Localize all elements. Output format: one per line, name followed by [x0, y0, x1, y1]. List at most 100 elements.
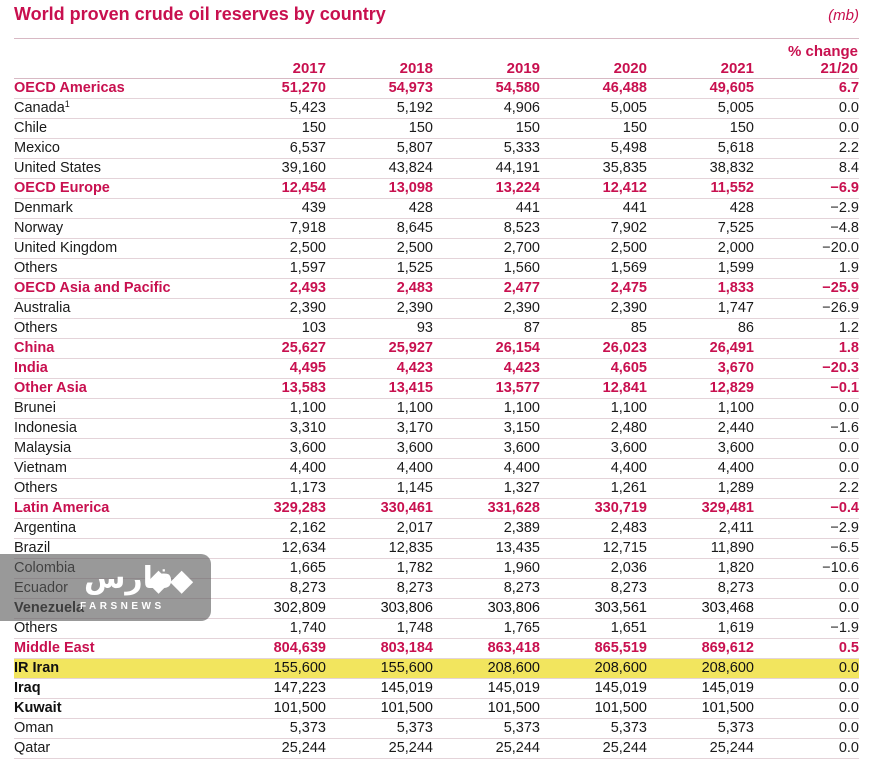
- value-cell: 1,597: [219, 258, 326, 279]
- value-cell: 1,289: [647, 478, 754, 499]
- value-cell: 25,244: [647, 738, 754, 759]
- value-cell: 302,809: [219, 598, 326, 619]
- value-cell: 4,423: [326, 358, 433, 379]
- value-cell: 25,244: [433, 738, 540, 759]
- value-cell: 54,580: [433, 78, 540, 99]
- value-cell: 2,390: [326, 298, 433, 319]
- value-cell: 2,390: [219, 298, 326, 319]
- value-cell: 12,412: [540, 178, 647, 199]
- row-label: Malaysia: [14, 438, 219, 459]
- country-row: Indonesia 3,310 3,170 3,150 2,480 2,440 −1.6: [14, 418, 859, 439]
- country-row: United Kingdom 2,500 2,500 2,700 2,500 2,000−…: [14, 238, 859, 259]
- value-cell: 303,806: [433, 598, 540, 619]
- row-label: Others: [14, 258, 219, 279]
- value-cell: 2,036: [540, 558, 647, 579]
- value-cell: 26,491: [647, 338, 754, 359]
- value-cell: 12,835: [326, 538, 433, 559]
- value-cell: 1,560: [433, 258, 540, 279]
- row-label: Canada1: [14, 98, 219, 119]
- row-name: Denmark: [14, 200, 73, 216]
- table-title: World proven crude oil reserves by count…: [14, 4, 386, 24]
- column-header: 2019: [433, 40, 540, 79]
- row-name: IR Iran: [14, 660, 60, 676]
- value-cell: 330,461: [326, 498, 433, 519]
- value-cell: 49,605: [647, 78, 754, 99]
- value-cell: 1,960: [433, 558, 540, 579]
- pct-change-cell: 0.0: [754, 458, 859, 479]
- value-cell: 13,224: [433, 178, 540, 199]
- value-cell: 87: [433, 318, 540, 339]
- reserves-table: 2017 2018 2019 2020 2021 % change 21/20 …: [14, 40, 859, 759]
- pct-change-cell: 0.0: [754, 718, 859, 739]
- value-cell: 441: [540, 198, 647, 219]
- row-name: United States: [14, 160, 102, 176]
- row-name: United Kingdom: [14, 240, 118, 256]
- value-cell: 8,645: [326, 218, 433, 239]
- value-cell: 25,244: [540, 738, 647, 759]
- value-cell: 1,833: [647, 278, 754, 299]
- value-cell: 155,600: [326, 658, 433, 679]
- pct-change-cell: −6.5: [754, 538, 859, 559]
- value-cell: 3,310: [219, 418, 326, 439]
- value-cell: 804,639: [219, 638, 326, 659]
- row-label: Latin America: [14, 498, 219, 519]
- pct-change-cell: 6.7: [754, 78, 859, 99]
- value-cell: 101,500: [326, 698, 433, 719]
- column-header: 2020: [540, 40, 647, 79]
- value-cell: 3,670: [647, 358, 754, 379]
- pct-change-cell: −1.6: [754, 418, 859, 439]
- value-cell: 93: [326, 318, 433, 339]
- value-cell: 2,500: [219, 238, 326, 259]
- country-row: Mexico 6,537 5,807 5,333 5,498 5,618 2.2: [14, 138, 859, 159]
- value-cell: 4,400: [326, 458, 433, 479]
- value-cell: 2,390: [433, 298, 540, 319]
- pct-change-cell: −1.9: [754, 618, 859, 639]
- value-cell: 2,500: [540, 238, 647, 259]
- value-cell: 12,634: [219, 538, 326, 559]
- value-cell: 13,415: [326, 378, 433, 399]
- pct-change-cell: 1.9: [754, 258, 859, 279]
- value-cell: 46,488: [540, 78, 647, 99]
- value-cell: 5,192: [326, 98, 433, 119]
- value-cell: 5,373: [647, 718, 754, 739]
- value-cell: 26,154: [433, 338, 540, 359]
- row-label: Chile: [14, 118, 219, 139]
- value-cell: 12,715: [540, 538, 647, 559]
- value-cell: 13,435: [433, 538, 540, 559]
- value-cell: 54,973: [326, 78, 433, 99]
- value-cell: 303,468: [647, 598, 754, 619]
- country-row: Argentina 2,162 2,017 2,389 2,483 2,411 −2.9: [14, 518, 859, 539]
- row-label: Australia: [14, 298, 219, 319]
- value-cell: 3,600: [647, 438, 754, 459]
- value-cell: 1,100: [540, 398, 647, 419]
- value-cell: 38,832: [647, 158, 754, 179]
- value-cell: 43,824: [326, 158, 433, 179]
- country-row: Vietnam 4,400 4,400 4,400 4,400 4,400 0.0: [14, 458, 859, 479]
- row-label: OECD Americas: [14, 78, 219, 99]
- watermark-text-fa: فارس: [84, 562, 174, 595]
- row-name: Kuwait: [14, 700, 62, 716]
- value-cell: 803,184: [326, 638, 433, 659]
- column-header: 2018: [326, 40, 433, 79]
- region-row: Middle East 804,639 803,184 863,418 865,519 8…: [14, 638, 859, 659]
- row-name: Others: [14, 620, 58, 636]
- value-cell: 1,599: [647, 258, 754, 279]
- value-cell: 12,454: [219, 178, 326, 199]
- row-name: Canada: [14, 100, 65, 116]
- value-cell: 4,495: [219, 358, 326, 379]
- row-name: Mexico: [14, 140, 60, 156]
- value-cell: 4,400: [433, 458, 540, 479]
- value-cell: 1,740: [219, 618, 326, 639]
- row-label: Indonesia: [14, 418, 219, 439]
- pct-change-cell: −0.1: [754, 378, 859, 399]
- value-cell: 5,423: [219, 98, 326, 119]
- value-cell: 2,483: [540, 518, 647, 539]
- row-label: China: [14, 338, 219, 359]
- value-cell: 1,665: [219, 558, 326, 579]
- value-cell: 5,373: [219, 718, 326, 739]
- value-cell: 150: [540, 118, 647, 139]
- pct-change-cell: 1.2: [754, 318, 859, 339]
- value-cell: 13,577: [433, 378, 540, 399]
- pct-change-cell: 0.0: [754, 698, 859, 719]
- value-cell: 1,651: [540, 618, 647, 639]
